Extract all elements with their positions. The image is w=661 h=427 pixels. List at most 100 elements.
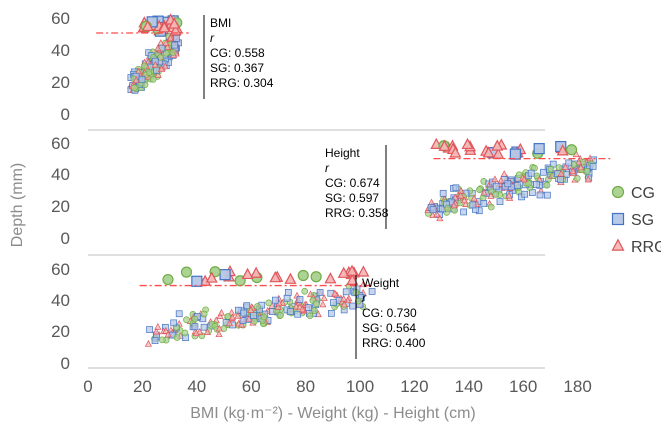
- point-cg: [149, 75, 157, 83]
- point-rrg: [438, 139, 451, 151]
- y-tick-label: 20: [51, 322, 70, 341]
- point-cg: [265, 299, 273, 307]
- point-sg: [533, 180, 540, 188]
- point-rrg: [470, 194, 478, 202]
- y-tick-label: 0: [61, 354, 70, 373]
- annotation-line: CG: 0.558: [210, 46, 265, 60]
- point-sg: [509, 148, 521, 160]
- point-rrg: [154, 323, 162, 330]
- annotation-line: BMI: [210, 16, 231, 30]
- point-sg: [191, 323, 199, 331]
- point-sg: [368, 288, 376, 295]
- point-sg: [492, 182, 500, 190]
- point-rrg: [228, 313, 237, 321]
- point-rrg: [157, 65, 166, 72]
- point-cg: [169, 49, 177, 56]
- point-sg: [138, 75, 146, 83]
- point-cg: [277, 311, 284, 319]
- point-rrg: [225, 319, 234, 327]
- point-rrg: [450, 201, 458, 209]
- point-rrg: [433, 210, 441, 218]
- point-rrg: [461, 137, 474, 150]
- point-rrg: [151, 60, 159, 68]
- y-tick-label: 40: [51, 291, 70, 310]
- x-tick-label: 160: [509, 377, 537, 396]
- point-rrg: [457, 191, 465, 199]
- annotation-line: CG: 0.674: [325, 176, 380, 190]
- y-tick-label: 20: [51, 197, 70, 216]
- point-rrg: [449, 146, 462, 158]
- point-rrg: [320, 294, 328, 301]
- point-sg: [146, 326, 153, 333]
- point-sg: [439, 189, 447, 197]
- point-rrg: [196, 328, 204, 335]
- annotation-line: SG: 0.367: [210, 61, 264, 75]
- point-sg: [480, 200, 488, 207]
- point-rrg: [215, 330, 223, 338]
- point-rrg: [215, 324, 223, 332]
- point-rrg: [331, 289, 339, 297]
- legend-marker-cg: [611, 185, 625, 199]
- point-rrg: [575, 158, 583, 166]
- point-rrg: [491, 139, 504, 151]
- point-cg: [183, 316, 190, 324]
- point-rrg: [500, 170, 508, 177]
- point-cg: [583, 168, 591, 175]
- point-rrg: [237, 320, 246, 328]
- point-rrg: [192, 329, 200, 337]
- point-cg: [311, 307, 318, 314]
- point-sg: [283, 294, 291, 302]
- point-rrg: [132, 76, 140, 84]
- point-rrg: [205, 271, 218, 283]
- point-cg: [250, 317, 258, 325]
- point-sg: [151, 337, 159, 344]
- point-cg: [565, 144, 578, 156]
- point-rrg: [460, 196, 469, 204]
- point-rrg: [247, 306, 255, 314]
- point-cg: [310, 271, 322, 283]
- point-rrg: [557, 169, 565, 177]
- point-rrg: [166, 34, 175, 42]
- point-cg: [254, 303, 261, 310]
- point-sg: [349, 302, 357, 310]
- point-cg: [162, 273, 174, 286]
- x-axis-title: BMI (kg·m⁻²) - Weight (kg) - Height (cm): [190, 405, 476, 422]
- point-rrg: [346, 264, 359, 276]
- point-rrg: [203, 328, 211, 336]
- point-rrg: [164, 330, 172, 338]
- y-tick-label: 60: [51, 260, 70, 279]
- point-rrg: [241, 267, 254, 280]
- point-sg: [504, 180, 512, 188]
- x-tick-label: 80: [296, 377, 315, 396]
- point-sg: [342, 288, 350, 296]
- point-rrg: [161, 62, 169, 70]
- point-cg: [444, 205, 452, 212]
- point-cg: [313, 300, 320, 307]
- y-tick-label: 60: [51, 9, 70, 28]
- y-tick-label: 0: [61, 229, 70, 248]
- legend: CG SG RRG: [611, 185, 661, 256]
- point-cg: [492, 191, 500, 198]
- point-cg: [173, 334, 181, 341]
- point-sg: [200, 323, 208, 331]
- point-cg: [297, 269, 309, 282]
- point-rrg: [141, 19, 154, 32]
- point-rrg: [520, 175, 528, 183]
- point-sg: [589, 163, 597, 170]
- point-rrg: [274, 303, 282, 310]
- y-axis-title: Depth (mm): [9, 163, 26, 247]
- point-sg: [316, 289, 324, 296]
- point-cg: [191, 315, 199, 323]
- x-tick-label: 120: [400, 377, 428, 396]
- point-rrg: [168, 17, 181, 29]
- point-sg: [557, 176, 564, 183]
- tick-labels: 0 20 40 60 0 20 40 60 0 20 40 60 0 20 40 60 80 100 120 140 1…: [51, 9, 592, 396]
- annotation-line: SG: 0.564: [362, 321, 416, 335]
- point-rrg: [436, 214, 444, 222]
- point-cg: [476, 186, 483, 193]
- point-rrg: [250, 266, 263, 278]
